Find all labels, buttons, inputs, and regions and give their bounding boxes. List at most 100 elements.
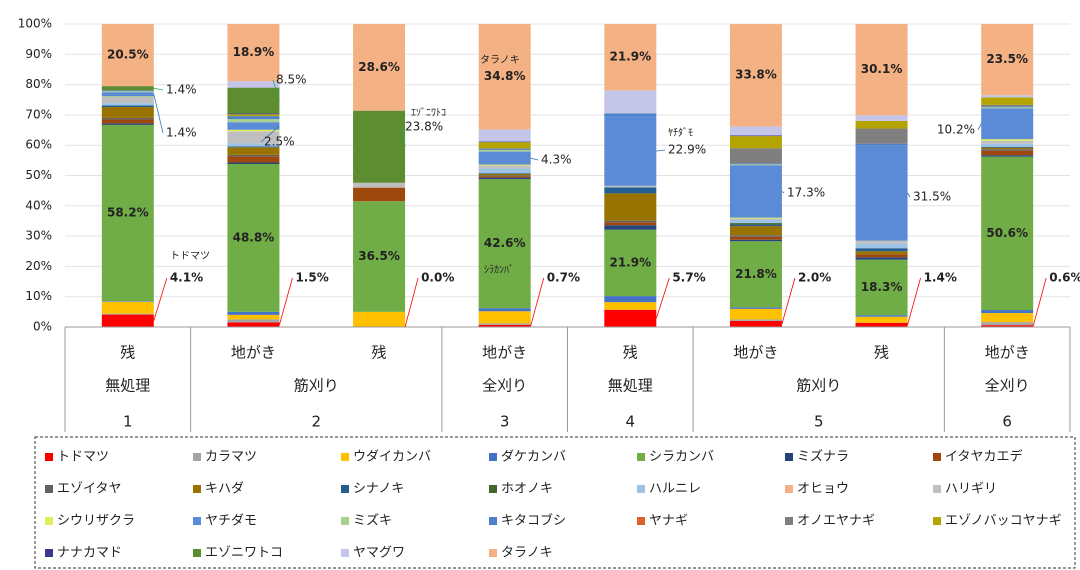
bar-segment: [478, 308, 531, 312]
bar-segment: [604, 24, 657, 91]
value-label: 23.5%: [986, 52, 1028, 66]
value-label: 17.3%: [787, 186, 825, 200]
bar-segment: [855, 143, 908, 146]
legend-marker: [45, 549, 53, 557]
bar-segment: [478, 150, 531, 152]
legend-marker: [341, 485, 349, 493]
leader-line: [1032, 277, 1047, 327]
bar-segment: [981, 313, 1034, 323]
legend-label: エゾノバッコヤナギ: [945, 514, 1062, 529]
bar-segment: [101, 123, 154, 125]
bar-segment: [855, 251, 908, 255]
legend-marker: [637, 517, 645, 525]
y-tick-label: 80%: [25, 77, 52, 91]
value-label: 34.8%: [484, 69, 526, 83]
legend-label: ホオノキ: [501, 482, 553, 497]
bar-segment: [353, 201, 406, 312]
bar-segment: [478, 324, 531, 327]
value-label: 21.9%: [609, 50, 651, 64]
bar-segment: [478, 151, 531, 165]
bar-segment: [729, 148, 782, 164]
bar-segment: [604, 220, 657, 223]
legend-marker: [341, 453, 349, 461]
legend-marker: [193, 485, 201, 493]
bar-segment: [353, 187, 406, 202]
annotation: タラノキ: [480, 54, 520, 66]
bar-segment: [101, 107, 154, 118]
bar-segment: [227, 143, 280, 147]
legend-label: ミズキ: [353, 513, 392, 529]
bar-segment: [981, 95, 1034, 98]
y-tick-label: 40%: [25, 198, 52, 212]
y-tick-label: 20%: [25, 259, 52, 273]
bar-segment: [227, 87, 280, 114]
value-label: 8.5%: [276, 73, 307, 87]
legend-marker: [193, 549, 201, 557]
bar-segment: [478, 141, 531, 143]
legend-label: ヤナギ: [649, 514, 688, 529]
bar-segment: [227, 81, 280, 88]
value-label: 28.6%: [358, 60, 400, 74]
bar-segment: [101, 96, 154, 98]
annotation: ﾔﾁﾀﾞﾓ: [668, 127, 693, 139]
bar-segment: [478, 148, 531, 150]
bar-segment: [981, 322, 1034, 326]
legend-label: ダケカンバ: [501, 450, 566, 465]
y-tick-label: 30%: [25, 229, 52, 243]
bar-segment: [604, 229, 657, 297]
bar-segment: [101, 313, 154, 315]
legend-marker: [933, 517, 941, 525]
bar-segment: [353, 24, 406, 111]
legend-marker: [341, 517, 349, 525]
x-tick-label: 残: [874, 344, 889, 362]
bar-segment: [478, 311, 531, 324]
legend-label: タラノキ: [501, 546, 553, 561]
legend-label: トドマツ: [57, 450, 109, 465]
bar-segment: [729, 224, 782, 227]
bar-segment: [981, 146, 1034, 148]
value-label: 1.4%: [166, 83, 197, 97]
value-label: 30.1%: [861, 62, 903, 76]
leader-line: [401, 126, 406, 147]
leader-line: [781, 191, 785, 194]
bar-segment: [729, 218, 782, 221]
bar-segment: [604, 116, 657, 186]
legend-label: シウリザクラ: [57, 514, 135, 529]
bar-segment: [855, 243, 908, 249]
bar-segment: [604, 90, 657, 114]
value-label: 5.7%: [672, 271, 705, 285]
bar-segment: [729, 24, 782, 127]
bar-segment: [981, 156, 1034, 311]
bar-segment: [855, 254, 908, 258]
bar-segment: [729, 223, 782, 225]
value-label: 42.6%: [484, 236, 526, 250]
y-tick-label: 70%: [25, 107, 52, 121]
bar-segment: [227, 114, 280, 117]
bar-segment: [729, 217, 782, 219]
bar-segment: [981, 140, 1034, 144]
legend-marker: [637, 453, 645, 461]
bar-segment: [227, 311, 280, 315]
bar-segment: [981, 147, 1034, 150]
site-label: 2: [311, 413, 321, 431]
leader-line: [656, 149, 666, 152]
bar-segment: [227, 131, 280, 144]
value-label: 1.4%: [166, 126, 197, 140]
bar-segment: [729, 164, 782, 166]
leader-line: [907, 192, 911, 198]
leader-line: [977, 123, 982, 131]
value-label: 23.8%: [405, 120, 443, 134]
bar-segment: [478, 175, 531, 177]
bar-segment: [729, 241, 782, 308]
bar-segment: [478, 168, 531, 174]
bar-segment: [227, 314, 280, 320]
x-tick-label: 地がき: [985, 344, 1030, 362]
leader-line: [260, 125, 280, 143]
value-label: 0.7%: [547, 271, 580, 285]
bar-segment: [101, 97, 154, 104]
value-label: 18.3%: [861, 280, 903, 294]
bar-segment: [729, 136, 782, 149]
bar-segment: [855, 240, 908, 244]
bar-segment: [101, 92, 154, 97]
leader-line: [655, 277, 670, 319]
